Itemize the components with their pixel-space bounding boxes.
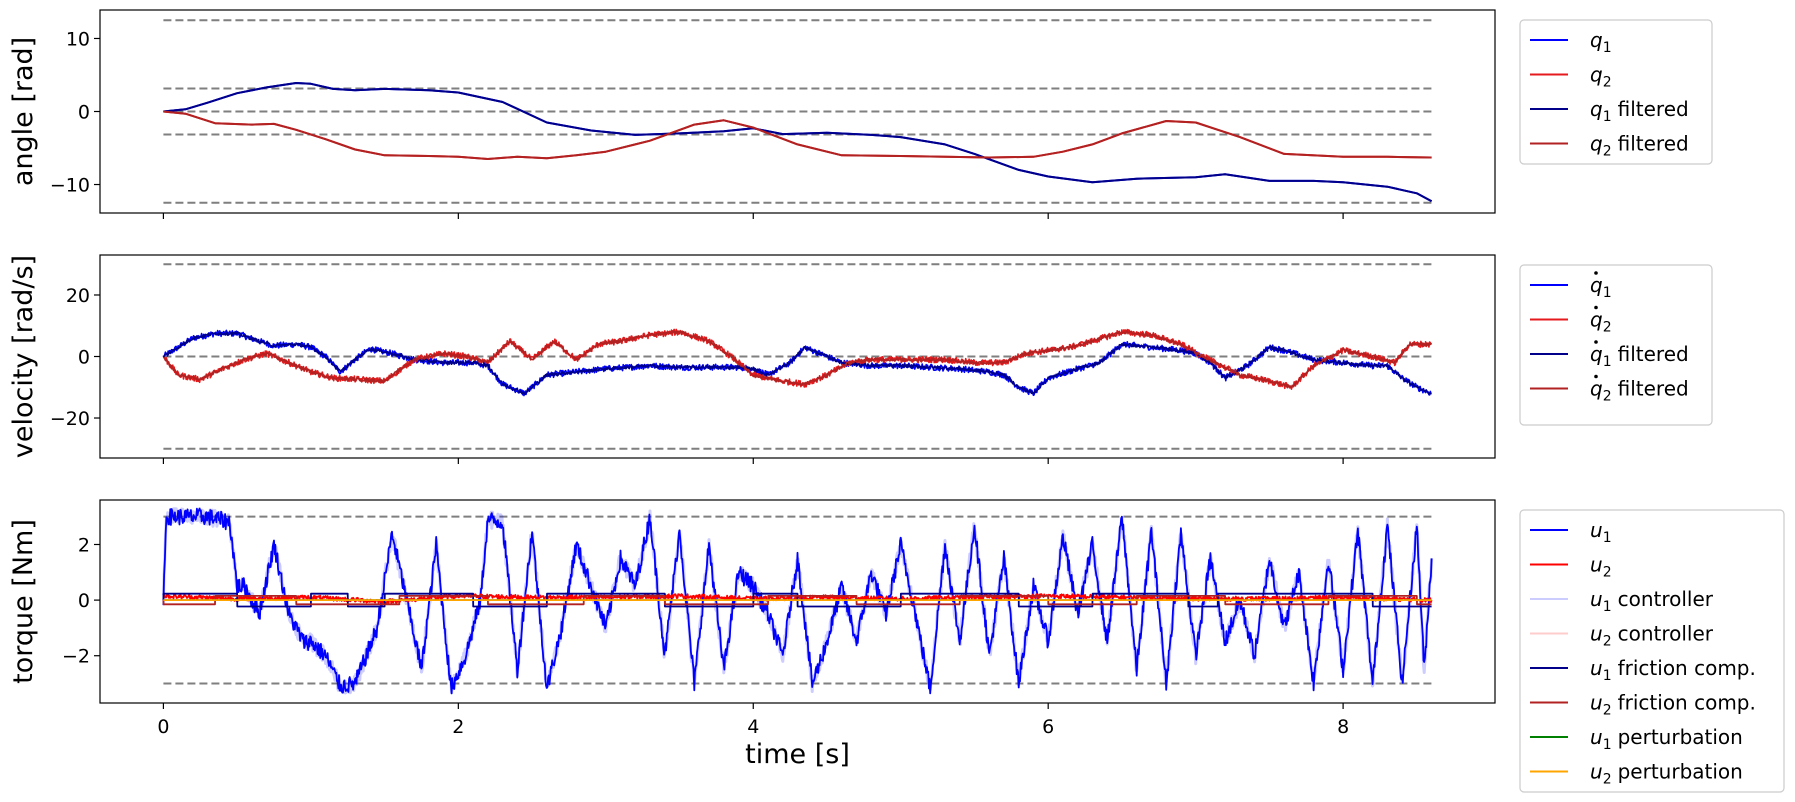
legend-entry: q1 xyxy=(1530,28,1612,56)
y-tick-label: 10 xyxy=(66,28,90,50)
legend-label: u1 xyxy=(1590,518,1612,546)
legend-label: q1 filtered xyxy=(1590,97,1689,125)
legend-entry: q1 filtered xyxy=(1530,97,1689,125)
y-axis-label: angle [rad] xyxy=(8,37,39,186)
y-axis-label: velocity [rad/s] xyxy=(8,255,39,458)
series-line xyxy=(162,595,1432,606)
series-line xyxy=(162,507,1433,695)
legend-entry: q2 xyxy=(1530,63,1612,91)
series-line xyxy=(162,330,1432,389)
legend-frame xyxy=(1519,509,1785,793)
y-tick-label: 0 xyxy=(78,102,90,124)
y-tick-label: −10 xyxy=(50,175,90,197)
series-line xyxy=(163,110,1432,160)
legend-label: u2 xyxy=(1590,553,1612,581)
legend-label: u2 friction comp. xyxy=(1590,691,1756,719)
x-tick-label: 0 xyxy=(157,716,169,738)
legend-label: q1 xyxy=(1590,273,1612,301)
axes-frame xyxy=(99,499,1496,704)
subplot-3: 2 0 −2 0 2 4 6 8 torque [Nm] time [s] u1 u2 u1 contro… xyxy=(8,499,1785,793)
legend-entry: q1 xyxy=(1530,271,1612,301)
x-axis-label: time [s] xyxy=(745,739,850,770)
dot-accent xyxy=(1594,340,1598,344)
legend-label: q1 xyxy=(1590,28,1612,56)
legend-frame xyxy=(1519,264,1713,426)
legend-entry: u2 xyxy=(1530,553,1612,581)
legend-entry: q2 filtered xyxy=(1530,132,1689,160)
series-line xyxy=(163,110,1432,160)
legend-entry: u2 controller xyxy=(1530,622,1714,650)
legend-label: u1 friction comp. xyxy=(1590,656,1756,684)
series-line xyxy=(163,82,1433,203)
dot-accent xyxy=(1594,271,1598,275)
legend-label: u1 controller xyxy=(1590,587,1714,615)
legend-entry: u1 xyxy=(1530,518,1612,546)
legend-entry: u1 controller xyxy=(1530,587,1714,615)
series-line xyxy=(163,82,1433,203)
x-tick-label: 6 xyxy=(1042,716,1054,738)
subplot-1: 10 0 −10 angle [rad] q1 q2 q1 filtered q2 filtere… xyxy=(8,9,1713,219)
legend-label: u2 perturbation xyxy=(1590,760,1743,788)
legend-label: q2 xyxy=(1590,63,1612,91)
legend-label: q2 filtered xyxy=(1590,132,1689,160)
y-tick-label: −2 xyxy=(62,646,90,668)
x-tick-label: 2 xyxy=(452,716,464,738)
y-axis-label: torque [Nm] xyxy=(8,519,39,684)
legend: q1 q2 q1 filtered q2 filtered xyxy=(1519,264,1713,426)
series-line xyxy=(162,331,1432,396)
legend-label: u1 perturbation xyxy=(1590,725,1743,753)
x-tick-label: 8 xyxy=(1337,716,1349,738)
dot-accent xyxy=(1594,305,1598,310)
series-line xyxy=(162,328,1433,390)
legend-label: q2 filtered xyxy=(1590,377,1689,405)
legend-entry: u1 perturbation xyxy=(1530,725,1743,753)
legend-entry: u2 perturbation xyxy=(1530,760,1743,788)
y-tick-label: 0 xyxy=(78,590,90,612)
legend-entry: u2 friction comp. xyxy=(1530,691,1756,719)
y-tick-label: −20 xyxy=(50,408,90,430)
legend-entry: q1 filtered xyxy=(1530,340,1689,370)
legend-label: u2 controller xyxy=(1590,622,1714,650)
legend: q1 q2 q1 filtered q2 filtered xyxy=(1519,19,1713,165)
y-tick-label: 0 xyxy=(78,347,90,369)
legend: u1 u2 u1 controller u2 controller u1 friction c… xyxy=(1519,509,1785,793)
legend-entry: u1 friction comp. xyxy=(1530,656,1756,684)
series-line xyxy=(162,592,1432,608)
legend-label: q1 filtered xyxy=(1590,342,1689,370)
legend-entry: q2 filtered xyxy=(1530,374,1689,405)
y-tick-label: 2 xyxy=(78,534,90,556)
legend-entry: q2 xyxy=(1530,305,1612,336)
dot-accent xyxy=(1594,374,1598,379)
legend-label: q2 xyxy=(1590,308,1612,336)
x-tick-label: 4 xyxy=(747,716,759,738)
y-tick-label: 20 xyxy=(66,285,90,307)
subplot-2: 20 0 −20 velocity [rad/s] q1 q2 q1 filtered q2 fi… xyxy=(8,254,1713,464)
legend-frame xyxy=(1519,19,1713,165)
